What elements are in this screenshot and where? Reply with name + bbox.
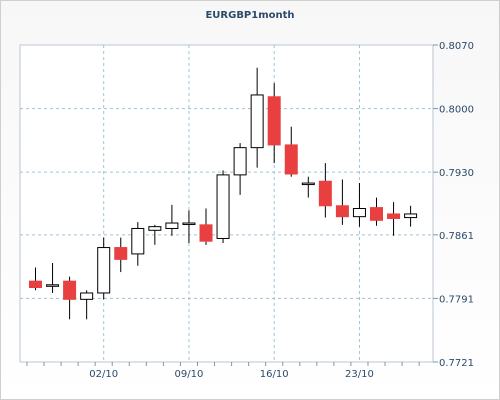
candle xyxy=(46,262,60,293)
candle xyxy=(97,237,111,300)
y-tick-label: 0.7930 xyxy=(439,168,474,179)
candle xyxy=(216,170,230,244)
candle-body-up xyxy=(97,247,111,294)
y-axis: 0.7721 0.7791 0.7861 0.7930 0.8000 0.8070 xyxy=(433,41,474,369)
candle-body-down xyxy=(63,280,77,300)
candle xyxy=(233,143,247,195)
candle xyxy=(182,210,196,244)
candle-body-up xyxy=(250,94,264,149)
candle xyxy=(352,183,366,227)
candle xyxy=(114,237,128,273)
candle-body-up xyxy=(46,284,60,287)
x-axis: 02/10 09/10 16/10 23/10 xyxy=(26,362,420,380)
candle xyxy=(387,202,401,236)
candle-body-down xyxy=(387,213,401,219)
candle xyxy=(29,267,42,291)
candle xyxy=(267,83,281,164)
candle-body-up xyxy=(352,207,366,218)
x-tick-label: 23/10 xyxy=(345,369,374,380)
x-tick-label: 16/10 xyxy=(260,369,289,380)
y-tick-label: 0.7721 xyxy=(439,358,474,369)
candle xyxy=(165,204,179,236)
candle xyxy=(404,205,418,227)
candle-body-up xyxy=(165,222,179,229)
candles xyxy=(29,67,418,320)
x-tick-label: 02/10 xyxy=(89,369,118,380)
candle-body-down xyxy=(284,144,298,175)
candle-body-down xyxy=(29,280,42,289)
candle xyxy=(250,67,264,168)
y-tick-label: 0.8070 xyxy=(439,41,474,52)
candle-body-down xyxy=(370,207,383,221)
chart-title: EURGBP1month xyxy=(205,10,295,21)
candle xyxy=(318,163,332,218)
candle-body-up xyxy=(404,213,418,219)
candle xyxy=(335,179,349,225)
y-tick-label: 0.7861 xyxy=(439,231,474,242)
y-tick-label: 0.8000 xyxy=(439,105,474,116)
candle xyxy=(370,197,383,226)
candle-body-up xyxy=(131,227,145,255)
x-tick-label: 09/10 xyxy=(175,369,204,380)
candle xyxy=(63,276,77,320)
candle-body-up xyxy=(182,222,196,226)
candle-body-down xyxy=(199,224,213,242)
candle xyxy=(80,290,94,320)
candle xyxy=(284,126,298,177)
candle xyxy=(148,224,162,245)
candle-body-down xyxy=(318,180,332,207)
candle xyxy=(199,208,213,245)
candle-body-up xyxy=(233,147,247,176)
candle-body-down xyxy=(267,96,281,146)
candle xyxy=(301,176,315,198)
candle xyxy=(131,222,145,266)
candle-body-up xyxy=(80,292,94,300)
candle-body-up xyxy=(301,182,315,186)
y-tick-label: 0.7791 xyxy=(439,294,474,305)
candle-body-up xyxy=(216,174,230,239)
grid-lines xyxy=(20,45,433,362)
candle-body-up xyxy=(148,226,162,231)
candle-body-down xyxy=(114,247,128,260)
candle-body-down xyxy=(335,205,349,218)
